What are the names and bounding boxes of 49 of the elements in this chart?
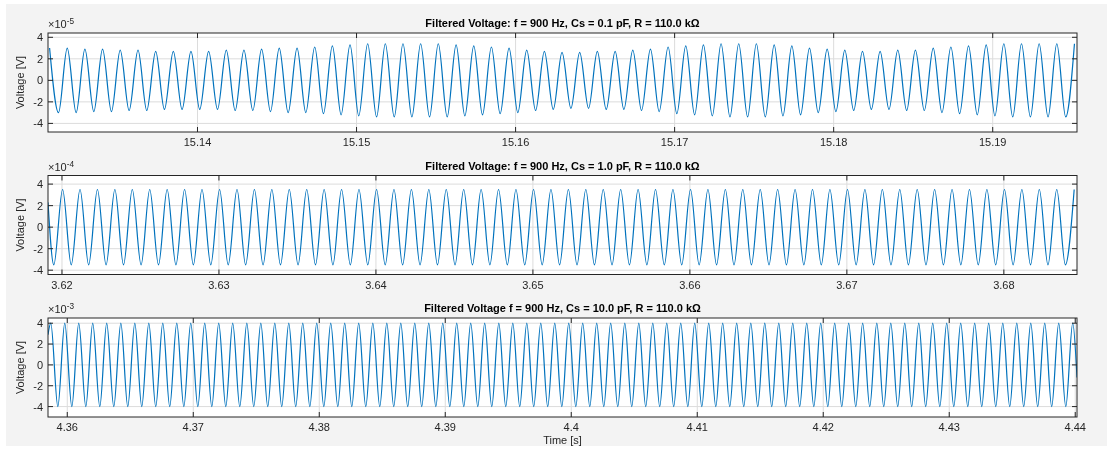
y-tick-label: 0 — [36, 358, 43, 371]
y-tick-label: 2 — [36, 199, 43, 212]
x-tick-label: 3.65 — [522, 278, 544, 291]
chart-title: Filtered Voltage f = 900 Hz, Cs = 10.0 pF, R = 110.0 kΩ — [424, 302, 702, 314]
x-tick-label: 4.38 — [308, 421, 330, 433]
y-axis-title: Voltage [V] — [14, 198, 26, 252]
line-series — [48, 322, 1077, 408]
chart-title: Filtered Voltage: f = 900 Hz, Cs = 1.0 pF, R = 110.0 kΩ — [425, 159, 700, 172]
x-tick-label: 4.39 — [434, 421, 456, 433]
text: ×10$^{-4}$ — [48, 159, 75, 173]
x-axis-title: Time [s] — [543, 434, 582, 446]
x-tick-label: 4.37 — [182, 421, 204, 433]
y-tick-label: 4 — [36, 31, 43, 44]
x-tick-label: 3.67 — [836, 278, 858, 291]
y-tick-label: 2 — [36, 52, 43, 65]
y-tick-label: -4 — [33, 400, 43, 413]
x-tick-label: 3.63 — [208, 278, 230, 291]
y-tick-label: 4 — [36, 178, 43, 191]
x-tick-label: 4.4 — [563, 421, 579, 433]
x-tick-label: 4.42 — [812, 421, 834, 433]
x-tick-label: 15.17 — [660, 136, 689, 148]
y-tick-label: 0 — [36, 221, 43, 234]
line-series — [48, 43, 1076, 118]
x-tick-label: 15.14 — [183, 136, 212, 148]
x-tick-label: 15.19 — [978, 136, 1007, 148]
x-tick-label: 15.16 — [501, 136, 530, 148]
x-tick-label: 3.66 — [679, 278, 701, 291]
x-tick-label: 4.44 — [1064, 421, 1086, 433]
y-tick-label: 0 — [36, 74, 43, 87]
text: ×10$^{-5}$ — [48, 16, 75, 30]
x-tick-label: 4.43 — [938, 421, 960, 433]
y-axis-title: Voltage [V] — [14, 340, 26, 395]
x-tick-label: 3.64 — [365, 278, 387, 291]
y-tick-label: -4 — [33, 117, 43, 130]
x-tick-label: 3.62 — [51, 278, 73, 291]
x-tick-label: 15.18 — [819, 136, 848, 148]
y-tick-label: -4 — [33, 264, 43, 277]
y-tick-label: 4 — [36, 317, 43, 330]
x-tick-label: 3.68 — [993, 278, 1015, 291]
x-tick-label: 15.15 — [342, 136, 371, 148]
x-tick-label: 4.36 — [56, 421, 78, 433]
y-axis-title: Voltage [V] — [14, 55, 26, 110]
y-tick-label: -2 — [33, 379, 43, 392]
chart-title: Filtered Voltage: f = 900 Hz, Cs = 0.1 pF, R = 110.0 kΩ — [425, 17, 700, 29]
y-tick-label: -2 — [33, 95, 43, 108]
text: ×10$^{-3}$ — [48, 301, 75, 315]
y-tick-label: 2 — [36, 338, 43, 351]
x-tick-label: 4.41 — [686, 421, 708, 433]
y-tick-label: -2 — [33, 242, 43, 255]
